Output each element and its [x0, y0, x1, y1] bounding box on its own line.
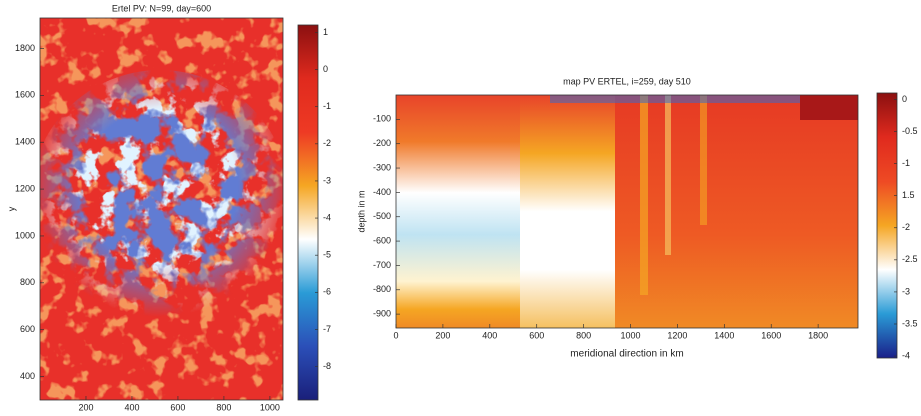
colorbar-tick-label: 0 [323, 64, 328, 74]
colorbar-tick-label: -6 [323, 287, 331, 297]
x-tick-label: 1000 [621, 330, 641, 340]
x-tick-label: 400 [124, 402, 139, 412]
x-tick-label: 1800 [808, 330, 828, 340]
y-tick-label: -100 [373, 114, 391, 124]
y-tick-label: -500 [373, 211, 391, 221]
pv-field [40, 18, 283, 400]
x-tick-label: 800 [576, 330, 591, 340]
y-tick-label: 1800 [15, 43, 35, 53]
y-tick-label: -600 [373, 235, 391, 245]
y-axis-label: depth in m [356, 190, 366, 232]
y-tick-label: -300 [373, 162, 391, 172]
colorbar-tick-label: -7 [323, 324, 331, 334]
y-axis-label: y [6, 206, 16, 211]
colorbar-tick-label: -2 [323, 138, 331, 148]
colorbar [876, 92, 898, 359]
x-tick-label: 1600 [761, 330, 781, 340]
colorbar-tick-label: -1 [323, 101, 331, 111]
x-tick-label: 0 [393, 330, 398, 340]
colorbar-tick-label: -3.5 [902, 318, 918, 328]
y-tick-label: 1600 [15, 90, 35, 100]
colorbar [297, 24, 319, 401]
colorbar-tick-label: -5 [323, 250, 331, 260]
colorbar-tick-label: 1.5 [902, 190, 915, 200]
colorbar-tick-label: 0 [902, 94, 907, 104]
y-tick-label: -800 [373, 284, 391, 294]
y-tick-label: -200 [373, 138, 391, 148]
x-axis-label: meridional direction in km [570, 349, 683, 360]
chart-title: Ertel PV: N=99, day=600 [112, 3, 211, 13]
y-tick-label: 1200 [15, 183, 35, 193]
x-tick-label: 1200 [667, 330, 687, 340]
y-tick-label: 1400 [15, 137, 35, 147]
x-tick-label: 600 [170, 402, 185, 412]
x-tick-label: 200 [435, 330, 450, 340]
y-tick-label: -900 [373, 308, 391, 318]
pv-section [396, 95, 858, 328]
y-tick-label: -400 [373, 187, 391, 197]
x-tick-label: 800 [216, 402, 231, 412]
x-tick-label: 600 [529, 330, 544, 340]
y-tick-label: 800 [20, 277, 35, 287]
y-tick-label: -700 [373, 260, 391, 270]
x-tick-label: 1000 [260, 402, 280, 412]
plot-frame [39, 17, 284, 401]
colorbar-tick-label: -8 [323, 361, 331, 371]
x-tick-label: 400 [482, 330, 497, 340]
colorbar-tick-label: -3 [902, 286, 910, 296]
colorbar-tick-label: -4 [323, 212, 331, 222]
x-tick-label: 1400 [714, 330, 734, 340]
colorbar-tick-label: -2 [902, 222, 910, 232]
y-tick-label: 1000 [15, 230, 35, 240]
chart-title: map PV ERTEL, i=259, day 510 [563, 76, 691, 86]
colorbar-tick-label: -4 [902, 350, 910, 360]
colorbar-tick-label: -0.5 [902, 126, 918, 136]
x-tick-label: 200 [78, 402, 93, 412]
plot-frame [395, 94, 859, 329]
colorbar-tick-label: 1 [323, 27, 328, 37]
colorbar-tick-label: -3 [323, 175, 331, 185]
y-tick-label: 600 [20, 324, 35, 334]
colorbar-tick-label: -2.5 [902, 254, 918, 264]
y-tick-label: 400 [20, 371, 35, 381]
colorbar-tick-label: -1 [902, 158, 910, 168]
